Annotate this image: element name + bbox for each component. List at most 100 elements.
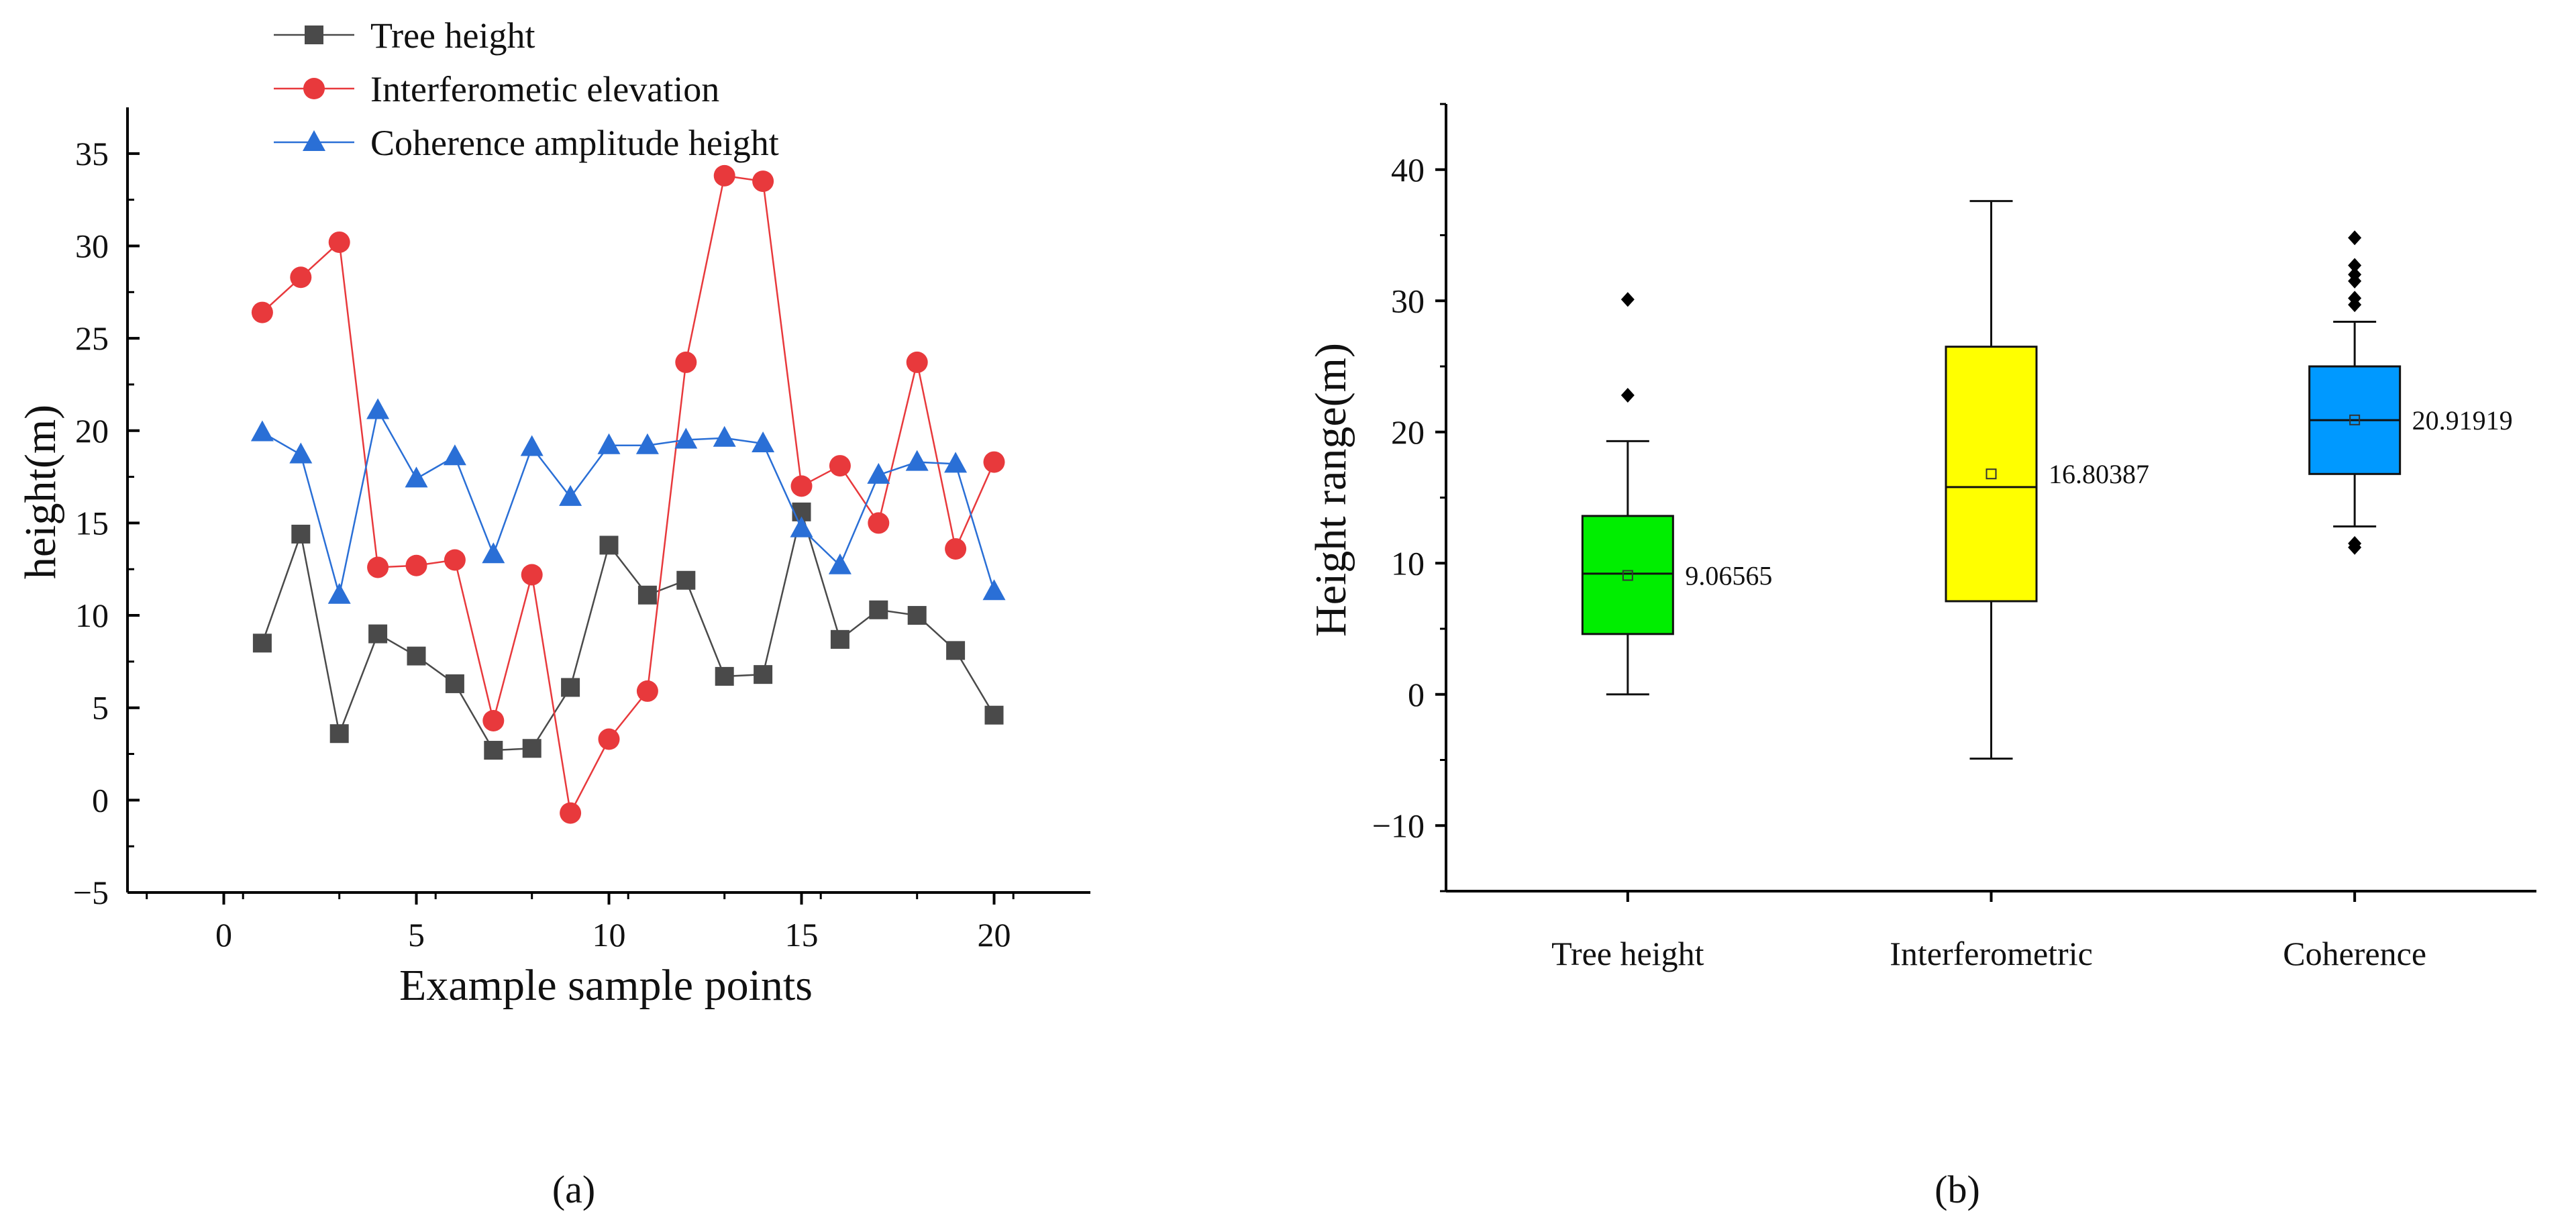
data-point bbox=[597, 433, 621, 454]
outlier-point bbox=[2348, 230, 2362, 246]
y-tick-label: 10 bbox=[1391, 544, 1425, 582]
outlier-point bbox=[2348, 535, 2362, 551]
data-point bbox=[252, 633, 272, 653]
y-tick-label: 20 bbox=[75, 412, 109, 450]
data-point bbox=[251, 301, 273, 323]
y-tick-label: 40 bbox=[1391, 151, 1425, 189]
data-point bbox=[329, 724, 349, 744]
legend-label: Interferometic elevation bbox=[370, 69, 719, 109]
data-point bbox=[754, 665, 773, 684]
data-point bbox=[598, 728, 620, 750]
data-point bbox=[867, 462, 890, 484]
data-point bbox=[482, 709, 505, 731]
series-coherence-amplitude-height bbox=[250, 398, 1006, 604]
y-tick-label: 35 bbox=[75, 135, 109, 172]
outlier-point bbox=[2348, 267, 2362, 283]
line-chart-panel: −5 0 5 10 15 20 25 30 35 0 5 10 15 20 Example sample … bbox=[16, 15, 1090, 1211]
box-coherence: 20.91919 bbox=[2308, 230, 2513, 555]
iqr-box bbox=[1945, 346, 2038, 603]
data-point bbox=[637, 585, 657, 605]
data-point bbox=[366, 398, 390, 419]
mean-marker bbox=[1986, 468, 1997, 480]
series-tree-height bbox=[252, 502, 1004, 760]
mean-label: 20.91919 bbox=[2412, 405, 2513, 436]
y-tick-label: 0 bbox=[92, 781, 109, 819]
data-point bbox=[291, 524, 311, 544]
data-point bbox=[559, 484, 582, 506]
data-point bbox=[445, 674, 464, 693]
data-point bbox=[752, 431, 775, 453]
line-chart-xlabel: Example sample points bbox=[399, 961, 813, 1010]
legend-marker bbox=[303, 130, 325, 151]
legend-marker bbox=[305, 25, 323, 44]
data-point bbox=[328, 231, 350, 253]
x-tick-label: 5 bbox=[408, 916, 425, 954]
line-chart-legend: Tree height Interferometic elevation Coher… bbox=[274, 15, 779, 163]
series-line bbox=[262, 407, 995, 596]
data-point bbox=[560, 802, 582, 824]
data-point bbox=[946, 641, 966, 660]
series-interferometic-elevation bbox=[251, 164, 1005, 824]
data-point bbox=[984, 705, 1004, 725]
y-tick-label: 5 bbox=[92, 689, 109, 727]
data-point bbox=[715, 666, 734, 686]
mean-label: 16.80387 bbox=[2049, 459, 2149, 489]
data-point bbox=[674, 427, 698, 449]
category-label: Coherence bbox=[2283, 935, 2426, 972]
y-tick-label: 20 bbox=[1391, 413, 1425, 451]
data-point bbox=[828, 553, 852, 574]
data-point bbox=[868, 512, 890, 534]
data-point bbox=[599, 535, 619, 555]
x-tick-label: 15 bbox=[785, 916, 819, 954]
data-point bbox=[405, 466, 428, 488]
outlier-point bbox=[1620, 388, 1635, 403]
y-tick-label: 10 bbox=[75, 597, 109, 634]
data-point bbox=[983, 451, 1005, 473]
box-plot-axes bbox=[1445, 104, 2536, 892]
data-point bbox=[675, 351, 697, 373]
data-point bbox=[790, 475, 813, 497]
box-plot-ylabel: Height range(m) bbox=[1306, 343, 1355, 637]
line-chart-axes bbox=[126, 107, 1090, 894]
line-chart-ticks: −5 0 5 10 15 20 25 30 35 0 5 10 15 20 bbox=[73, 135, 1015, 954]
data-point bbox=[405, 554, 427, 576]
data-point bbox=[636, 680, 658, 702]
iqr-box bbox=[1581, 515, 1674, 635]
mean-marker bbox=[2349, 414, 2361, 425]
data-point bbox=[368, 624, 388, 644]
data-point bbox=[520, 435, 544, 456]
x-tick-label: 0 bbox=[215, 916, 232, 954]
panel-label-b: (b) bbox=[1935, 1168, 1980, 1211]
mean-marker bbox=[1622, 570, 1633, 581]
panel-label-a: (a) bbox=[552, 1168, 595, 1211]
box-tree-height: 9.06565 bbox=[1581, 292, 1772, 696]
data-point bbox=[484, 741, 503, 760]
box-plot-ticks: −10 0 10 20 30 40 Tree height Interferometric Co… bbox=[1372, 103, 2426, 972]
legend-marker bbox=[303, 78, 325, 99]
y-tick-label: 0 bbox=[1408, 676, 1425, 713]
data-point bbox=[482, 542, 505, 564]
data-point bbox=[830, 629, 849, 649]
mean-label: 9.06565 bbox=[1685, 561, 1772, 591]
y-tick-label: −5 bbox=[73, 874, 109, 911]
box-interferometric: 16.80387 bbox=[1945, 200, 2149, 760]
data-point bbox=[407, 646, 426, 666]
line-chart-ylabel: height(m) bbox=[16, 405, 65, 579]
data-point bbox=[907, 606, 927, 625]
box-plot-panel: −10 0 10 20 30 40 Tree height Interferometric Co… bbox=[1306, 103, 2536, 1211]
data-point bbox=[290, 266, 312, 289]
data-point bbox=[906, 351, 928, 373]
data-point bbox=[944, 452, 968, 473]
data-point bbox=[561, 678, 580, 697]
box-plot-boxes: 9.06565 16.80387 20.91919 bbox=[1581, 200, 2513, 760]
y-tick-label: 15 bbox=[75, 504, 109, 542]
data-point bbox=[905, 450, 929, 471]
data-point bbox=[829, 455, 851, 477]
y-tick-label: 30 bbox=[1391, 282, 1425, 319]
category-label: Interferometric bbox=[1890, 935, 2093, 972]
data-point bbox=[367, 556, 389, 578]
outlier-point bbox=[2348, 258, 2362, 273]
data-point bbox=[790, 516, 813, 538]
legend-label: Coherence amplitude height bbox=[370, 123, 779, 163]
data-point bbox=[713, 164, 735, 187]
